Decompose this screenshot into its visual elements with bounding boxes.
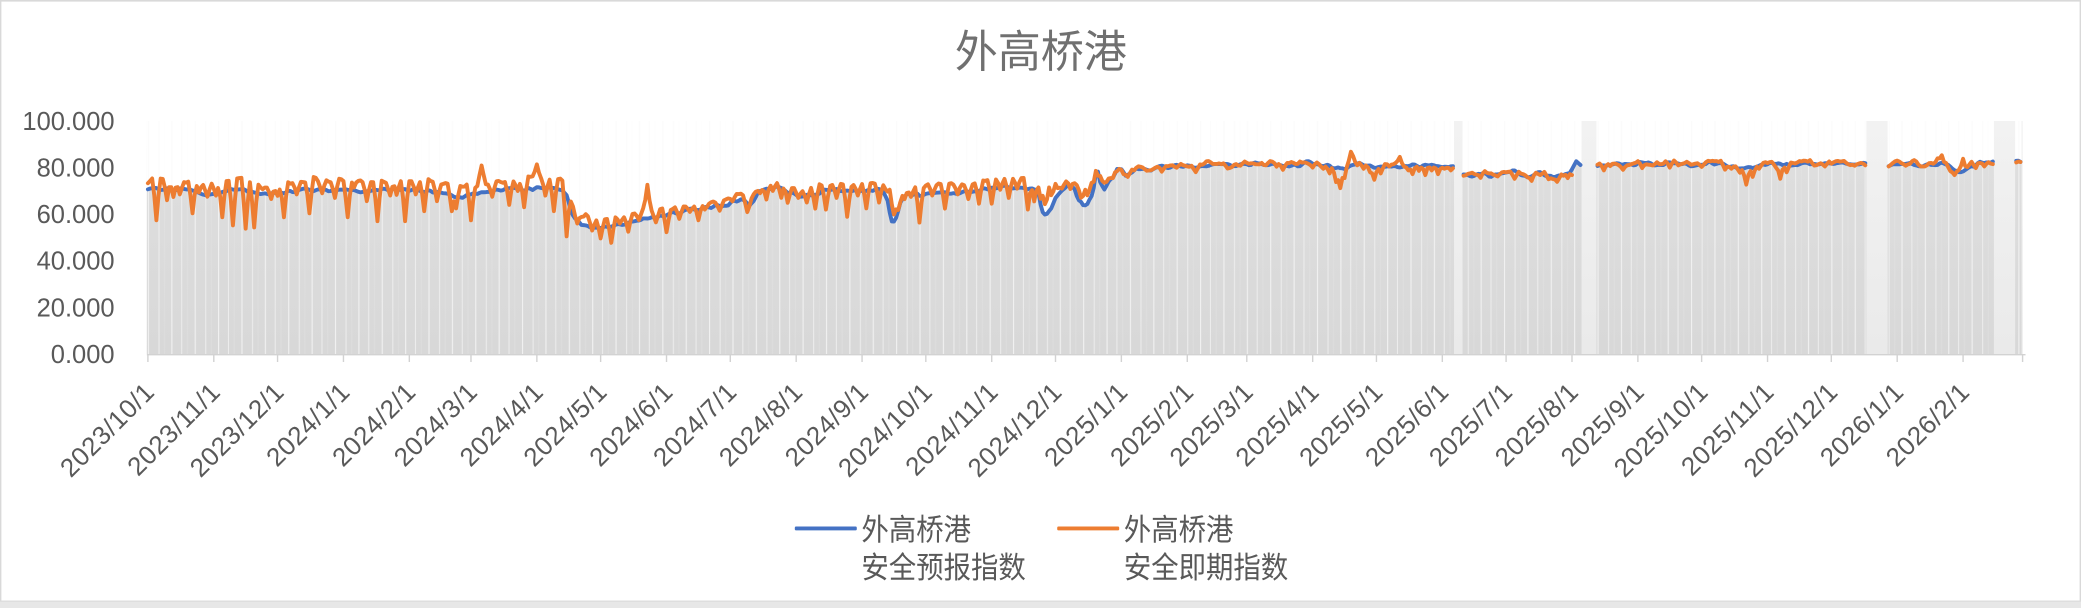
svg-text:20.000: 20.000	[37, 294, 115, 322]
svg-text:40.000: 40.000	[37, 248, 115, 276]
svg-text:0.000: 0.000	[51, 341, 115, 369]
svg-text:60.000: 60.000	[37, 201, 115, 229]
svg-text:80.000: 80.000	[37, 155, 115, 183]
svg-text:100.000: 100.000	[22, 108, 114, 136]
